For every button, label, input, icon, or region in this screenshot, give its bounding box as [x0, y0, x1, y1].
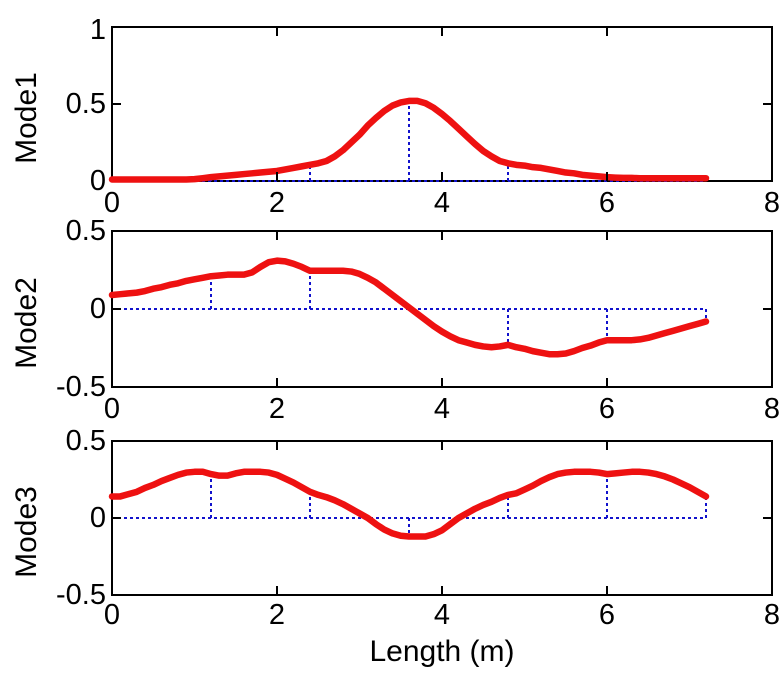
plot3-ytick-0: 0 [89, 502, 106, 534]
plot3-ytick-05: 0.5 [65, 425, 106, 457]
plot2-ytick-m05: -0.5 [56, 371, 106, 403]
plot1-xtick-2: 2 [268, 187, 286, 219]
plot1-ytick-1: 1 [89, 14, 106, 46]
plot1-xtick-6: 6 [598, 187, 616, 219]
plot3-ytick-m05: -0.5 [56, 579, 106, 611]
plot3-xtick-6: 6 [598, 599, 616, 631]
plot1-xtick-4: 4 [433, 187, 451, 219]
plot3-mode-shape-curve [108, 468, 710, 540]
plot1-ytick-0: 0 [89, 165, 106, 197]
plot3-xtick-8: 8 [763, 599, 781, 631]
plot2-xtick-0: 0 [103, 393, 121, 425]
plot1-xtick-0: 0 [103, 187, 121, 219]
plot2-ytick-05: 0.5 [65, 215, 106, 247]
plot3-xtick-2: 2 [268, 599, 286, 631]
plot2-mode-shape-curve [108, 257, 710, 358]
plot3-xtick-4: 4 [433, 599, 451, 631]
plot1-xtick-8: 8 [763, 187, 781, 219]
plot3-xtick-0: 0 [103, 599, 121, 631]
plot2-xtick-6: 6 [598, 393, 616, 425]
plot2-xtick-4: 4 [433, 393, 451, 425]
plot1-ytick-05: 0.5 [65, 88, 106, 120]
plot2-xtick-8: 8 [763, 393, 781, 425]
x-axis-label: Length (m) [369, 635, 515, 668]
plot1-box [111, 26, 773, 182]
plot2-ytick-0: 0 [89, 293, 106, 325]
plot2-xtick-2: 2 [268, 393, 286, 425]
